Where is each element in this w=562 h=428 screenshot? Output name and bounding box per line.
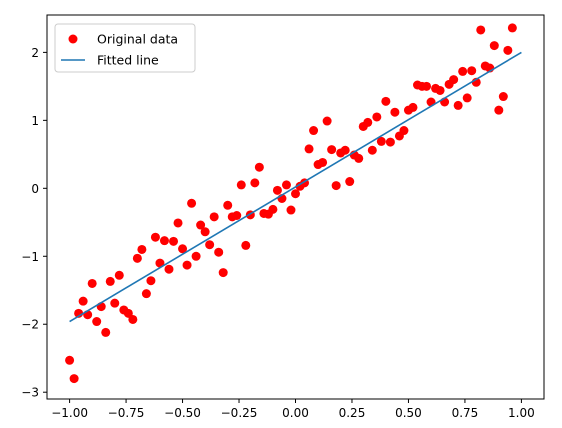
data-point (507, 23, 517, 33)
data-point (367, 145, 377, 155)
data-point (101, 327, 111, 337)
data-point (159, 236, 169, 246)
data-point (164, 264, 174, 274)
data-point (331, 181, 341, 191)
data-point (435, 85, 445, 95)
data-point (498, 92, 508, 102)
data-point (137, 244, 147, 254)
data-point (489, 41, 499, 51)
data-point (110, 298, 120, 308)
data-point (196, 220, 206, 230)
y-tick-label: −1 (21, 250, 39, 264)
data-point (146, 276, 156, 286)
data-point (291, 189, 300, 199)
data-point (372, 112, 382, 122)
y-tick-label: −3 (21, 386, 39, 400)
x-tick-label: 0.25 (339, 406, 366, 420)
data-point (200, 227, 210, 237)
legend-label: Fitted line (97, 53, 159, 68)
x-tick-label: −0.25 (221, 406, 258, 420)
data-point (169, 236, 179, 246)
data-point (87, 278, 97, 288)
data-point (69, 374, 79, 384)
y-axis: −3 −2 −1 0 1 2 (21, 46, 47, 400)
data-point (503, 45, 513, 55)
data-point (182, 260, 192, 270)
data-point (236, 180, 246, 190)
data-point (467, 66, 477, 76)
data-point (191, 251, 201, 261)
x-axis: −1.00 −0.75 −0.50 −0.25 0.00 0.25 0.50 0.75 1.00 (51, 399, 535, 420)
y-tick-label: 0 (31, 182, 39, 196)
data-point (223, 200, 233, 210)
data-point (340, 145, 350, 155)
data-point (458, 66, 468, 76)
x-tick-label: 0.50 (395, 406, 422, 420)
data-point (327, 145, 337, 155)
data-point (453, 100, 463, 110)
x-tick-label: 0.75 (452, 406, 479, 420)
series-layer (65, 23, 522, 384)
y-tick-label: −2 (21, 318, 39, 332)
x-tick-label: 1.00 (508, 406, 535, 420)
data-point (309, 126, 319, 136)
data-point (422, 81, 432, 91)
data-point (272, 185, 282, 195)
fitted-line (69, 51, 522, 323)
legend-marker (68, 34, 78, 44)
data-point (462, 93, 472, 103)
data-point (178, 244, 188, 254)
data-point (399, 126, 409, 136)
data-point (385, 137, 395, 147)
x-tick-label: 0.00 (282, 406, 309, 420)
data-point (363, 117, 373, 127)
data-point (105, 276, 115, 286)
data-point (132, 253, 142, 263)
legend: Original data Fitted line (54, 23, 196, 73)
data-point (205, 240, 215, 250)
x-tick-label: −0.50 (164, 406, 201, 420)
data-point (241, 240, 251, 250)
data-point (376, 136, 386, 146)
x-tick-label: −0.75 (108, 406, 145, 420)
data-point (318, 157, 328, 167)
data-point (218, 268, 228, 278)
data-point (214, 247, 224, 257)
data-point (114, 270, 124, 280)
data-point (155, 258, 165, 268)
y-tick-label: 1 (31, 114, 39, 128)
data-point (381, 96, 391, 106)
data-point (150, 232, 160, 242)
data-point (232, 210, 242, 220)
data-point (141, 289, 151, 299)
data-point (286, 205, 296, 215)
data-point (268, 204, 278, 214)
data-point (345, 177, 355, 187)
data-point (92, 317, 102, 327)
legend-box (54, 23, 196, 73)
legend-label: Original data (97, 32, 178, 47)
x-tick-label: −1.00 (51, 406, 88, 420)
data-point (322, 116, 332, 126)
data-point (173, 218, 183, 228)
data-point (354, 153, 364, 163)
data-point (476, 25, 486, 35)
y-tick-label: 2 (31, 46, 39, 60)
data-point (281, 180, 291, 190)
data-point (408, 102, 418, 112)
data-point (304, 144, 314, 154)
data-point (187, 198, 197, 208)
data-point (250, 178, 260, 188)
data-point (78, 296, 88, 306)
data-point (390, 107, 400, 117)
data-point (209, 212, 219, 222)
data-point (128, 314, 138, 324)
data-point (494, 105, 504, 115)
data-point (65, 355, 75, 365)
data-point (449, 75, 459, 85)
data-point (254, 162, 264, 172)
